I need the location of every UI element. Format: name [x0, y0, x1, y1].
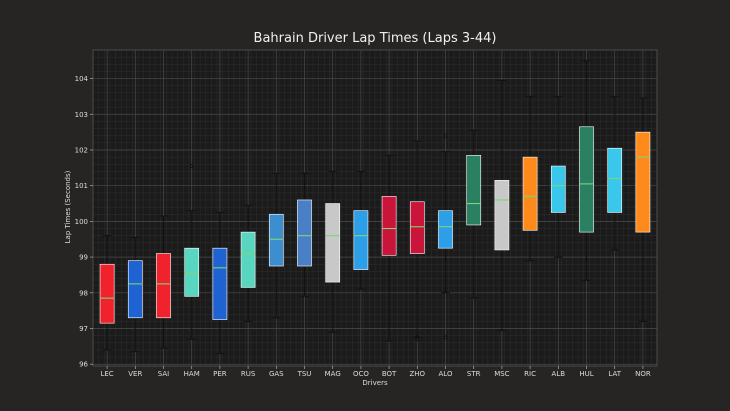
box-bot	[381, 154, 397, 342]
x-tick-label: OCO	[353, 370, 369, 378]
box-body	[325, 203, 341, 283]
box-lat	[607, 95, 623, 251]
box-per	[212, 211, 228, 355]
y-tick-label: 103	[75, 111, 88, 119]
box-zho	[409, 140, 425, 342]
x-tick-label: BOT	[382, 370, 397, 378]
x-tick-label: SAI	[158, 370, 169, 378]
box-body	[381, 196, 397, 256]
flier-point	[415, 337, 420, 342]
x-axis-label: Drivers	[362, 379, 388, 387]
y-tick-label: 102	[75, 146, 88, 154]
x-tick-label: ALB	[552, 370, 566, 378]
box-sai	[156, 215, 171, 349]
y-tick-label: 104	[75, 75, 89, 83]
x-tick-label: RIC	[524, 370, 536, 378]
box-body	[297, 199, 312, 267]
box-body	[156, 253, 171, 319]
x-tick-label: STR	[467, 370, 481, 378]
box-body	[240, 231, 256, 288]
minor-grid	[92, 50, 658, 366]
box-body	[184, 247, 200, 297]
x-tick-labels: LEC VER SAI HAM PER RUS GAS TSU MAG OCO BOT ZHO ALO S…	[100, 366, 651, 378]
flier-point	[189, 164, 194, 169]
box-body	[438, 210, 453, 249]
x-tick-label: LAT	[608, 370, 621, 378]
box-body	[607, 147, 623, 213]
x-tick-label: RUS	[241, 370, 256, 378]
x-tick-label: HUL	[579, 370, 593, 378]
plot-frame	[92, 49, 658, 367]
y-tick-labels: 96 97 98 99 100 101 102 103 104	[75, 75, 93, 369]
flier-point	[443, 133, 448, 138]
y-tick-label: 99	[79, 254, 88, 262]
x-tick-label: TSU	[297, 370, 312, 378]
box-body	[635, 131, 651, 233]
x-tick-label: HAM	[184, 370, 200, 378]
y-axis-label: Lap Times (Seconds)	[64, 170, 72, 243]
box-mag	[325, 170, 341, 333]
box-body	[494, 180, 510, 251]
box-body	[409, 201, 425, 254]
box-nor	[635, 97, 651, 322]
flier-point	[443, 335, 448, 340]
x-tick-label: NOR	[635, 370, 651, 378]
box-lec	[99, 235, 115, 351]
box-gas	[268, 172, 284, 319]
x-tick-label: LEC	[100, 370, 113, 378]
x-tick-label: ALO	[439, 370, 453, 378]
box-alb	[550, 95, 566, 258]
x-tick-label: PER	[213, 370, 227, 378]
flier-point	[415, 335, 420, 340]
y-tick-label: 96	[79, 361, 88, 369]
x-tick-label: MAG	[325, 370, 341, 378]
box-msc	[494, 79, 510, 331]
box-str	[466, 129, 482, 299]
box-body	[127, 260, 143, 319]
box-rus	[240, 204, 256, 322]
box-tsu	[297, 172, 312, 297]
box-body	[466, 155, 482, 226]
box-body	[550, 165, 566, 213]
box-ric	[522, 95, 538, 262]
box-ham	[184, 164, 200, 340]
box-body	[99, 263, 115, 324]
y-tick-label: 101	[75, 182, 88, 190]
box-body	[353, 210, 369, 270]
y-tick-label: 100	[75, 218, 88, 226]
x-tick-label: VER	[128, 370, 142, 378]
box-ver	[127, 236, 143, 353]
box-oco	[353, 170, 369, 290]
chart-title: Bahrain Driver Lap Times (Laps 3-44)	[254, 31, 497, 46]
box-body	[212, 247, 228, 320]
box-hul	[579, 60, 594, 281]
x-tick-label: MSC	[494, 370, 509, 378]
box-body	[522, 156, 538, 231]
box-alo	[438, 133, 453, 340]
box-series	[99, 60, 651, 355]
x-tick-label: GAS	[269, 370, 284, 378]
box-body	[268, 213, 284, 267]
y-tick-label: 97	[79, 325, 88, 333]
y-tick-label: 98	[79, 289, 88, 297]
x-tick-label: ZHO	[410, 370, 426, 378]
box-body	[579, 126, 594, 233]
